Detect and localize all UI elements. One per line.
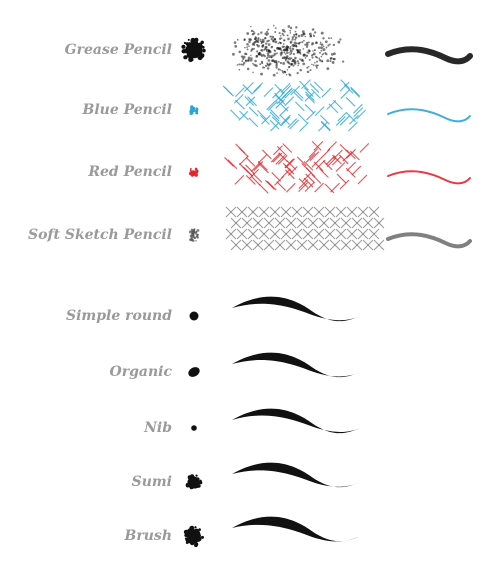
brush-row[interactable]: Organic (0, 342, 500, 402)
brush-sample (222, 79, 382, 140)
brush-label: Organic (109, 364, 172, 380)
brush-label: Blue Pencil (82, 102, 172, 118)
brush-sample (222, 506, 382, 566)
brush-sample (222, 140, 382, 202)
brush-row[interactable]: Sumi (0, 452, 500, 512)
brush-row[interactable]: Blue Pencil (0, 79, 500, 140)
brush-row[interactable]: Soft Sketch Pencil (0, 205, 500, 265)
brush-label: Grease Pencil (64, 42, 172, 58)
brush-row[interactable]: Brush (0, 506, 500, 566)
brush-stroke-sample (382, 205, 482, 265)
brush-sample (222, 286, 382, 346)
brush-tip-icon (178, 452, 214, 512)
brush-stroke-sample (382, 142, 482, 202)
brush-row[interactable]: Grease Pencil (0, 20, 500, 80)
brush-label: Nib (144, 420, 172, 436)
brush-tip-icon (178, 342, 214, 402)
brush-label: Soft Sketch Pencil (28, 227, 172, 243)
brush-sample (222, 205, 385, 265)
brush-tip-icon (178, 205, 214, 265)
brush-tip-icon (178, 506, 214, 566)
brush-stroke-sample (382, 80, 482, 140)
brush-row[interactable]: Nib (0, 398, 500, 458)
brush-stroke-sample (382, 20, 482, 80)
brush-label: Red Pencil (88, 164, 172, 180)
brush-tip-icon (178, 286, 214, 346)
brush-label: Sumi (131, 474, 172, 490)
brush-label: Brush (124, 528, 172, 544)
brush-sample (222, 452, 382, 512)
brush-tip-icon (178, 20, 214, 80)
brush-row[interactable]: Red Pencil (0, 140, 500, 202)
brush-tip-icon (178, 398, 214, 458)
brush-sample (222, 20, 382, 80)
brush-row[interactable]: Simple round (0, 286, 500, 346)
brush-sample (222, 342, 382, 402)
brush-tip-icon (178, 80, 214, 140)
brush-sample (222, 398, 382, 458)
brush-tip-icon (178, 142, 214, 202)
brush-label: Simple round (66, 308, 172, 324)
